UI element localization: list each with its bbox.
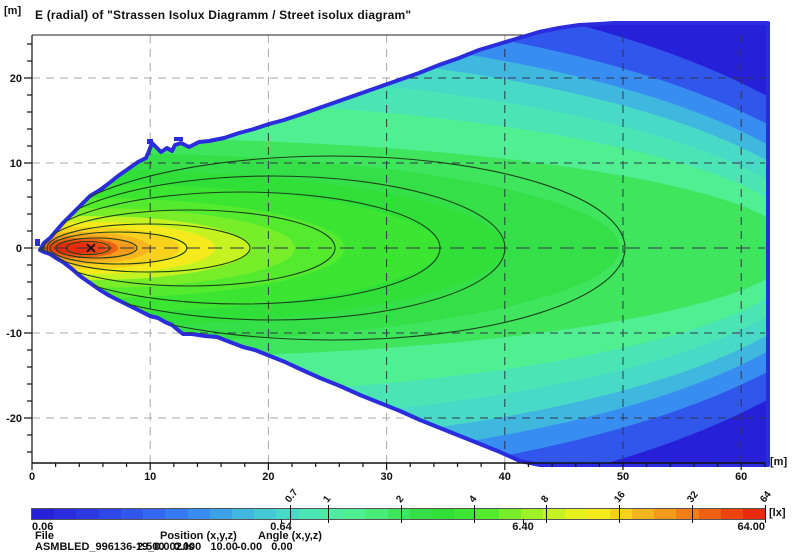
colorbar-tick (765, 505, 766, 523)
colorbar-tick (473, 505, 475, 523)
colorbar-cell (276, 509, 299, 519)
colorbar-tick (400, 505, 402, 523)
x-tick-label: 20 (262, 471, 274, 483)
colorbar-cell (143, 509, 166, 519)
colorbar-cell (431, 509, 455, 519)
y-tick-label: 0 (16, 243, 22, 255)
beam-edge (38, 21, 770, 467)
colorbar-cell (676, 509, 699, 519)
colorbar-min-label: 0.06 (32, 521, 54, 533)
colorbar-mid2-label: 6.40 (512, 521, 534, 533)
x-axis-unit-label: [m] (770, 456, 788, 468)
colorbar-tick (692, 505, 694, 523)
position-label: Position (x,y,z) (160, 530, 237, 542)
colorbar-cell (609, 509, 632, 519)
colorbar-cell (165, 509, 188, 519)
colorbar-cell (654, 509, 677, 519)
colorbar-cell (209, 509, 232, 519)
isolux-contour-innermost (65, 240, 111, 256)
isolux-contour-2lx (41, 191, 441, 305)
axis-labels: 0 10 20 30 40 50 60 20 10 0 -10 -20 (6, 73, 747, 483)
axis-ticks (24, 43, 766, 470)
colorbar-tick (290, 505, 292, 523)
colorbar-tick (327, 505, 329, 523)
y-axis-unit-label: [m] (4, 5, 22, 17)
colorbar-cell (76, 509, 99, 519)
x-tick-label: 10 (144, 471, 156, 483)
colorbar-subtick (280, 519, 282, 524)
y-tick-label: 10 (10, 158, 22, 170)
colorbar-cell (387, 509, 410, 519)
colorbar-cell (454, 509, 477, 519)
page-title: E (radial) of "Strassen Isolux Diagramm … (35, 8, 412, 22)
colorbar-cell (298, 509, 321, 519)
band-red-core (53, 242, 95, 254)
colorbar-cell (743, 509, 766, 519)
colorbar-cell (54, 509, 77, 519)
colorbar-cell (320, 509, 344, 519)
isolux-contour-4lx (43, 209, 336, 287)
isolux-contour-32lx (55, 237, 138, 259)
colorbar-unit-label: [lx] (769, 507, 786, 519)
colorbar-cell (543, 509, 566, 519)
colorbar-subtick (522, 519, 524, 524)
colorbar-cell (409, 509, 432, 519)
colorbar-cell (32, 509, 55, 519)
colorbar-mid1-label: 0.64 (270, 521, 292, 533)
isolux-contour-0.7lx (40, 155, 626, 341)
colorbar-max-label: 64.00 (737, 521, 765, 533)
position-value: 2.500 0.000 10.00 (137, 541, 238, 553)
colorbar-cell (587, 509, 610, 519)
colorbar-cell (343, 509, 366, 519)
file-label: File (35, 530, 54, 542)
angle-value: -0.00 0.00 (237, 541, 293, 553)
colorbar-cell (365, 509, 388, 519)
edge-speck (174, 137, 183, 141)
x-tick-label: 0 (29, 471, 35, 483)
isolux-color-bands (40, 23, 768, 465)
file-value: ASMBLED_996136-19_0.002.ls (35, 541, 194, 553)
x-tick-label: 30 (380, 471, 392, 483)
colorbar-cell (631, 509, 655, 519)
colorbar-cell (231, 509, 255, 519)
colorbar-cell (498, 509, 521, 519)
y-tick-label: -10 (6, 328, 22, 340)
colorbar-cell (565, 509, 588, 519)
x-tick-label: 60 (735, 471, 747, 483)
isolux-contour-16lx (49, 231, 188, 265)
isolux-contour-8lx (46, 223, 251, 273)
colorbar-cell (698, 509, 721, 519)
colorbar-cell (254, 509, 277, 519)
y-tick-label: 20 (10, 73, 22, 85)
angle-label: Angle (x,y,z) (258, 530, 322, 542)
colorbar-tick (546, 505, 548, 523)
edge-speck (35, 239, 40, 246)
colorbar-tick (619, 505, 621, 523)
edge-speck (147, 139, 153, 144)
colorbar (31, 508, 766, 520)
light-source-marker (86, 243, 96, 253)
colorbar-cell (476, 509, 499, 519)
colorbar-cell (98, 509, 121, 519)
x-tick-label: 50 (617, 471, 629, 483)
x-tick-label: 40 (499, 471, 511, 483)
colorbar-cell (187, 509, 210, 519)
colorbar-cell (520, 509, 544, 519)
colorbar-cell (120, 509, 144, 519)
colorbar-cell (720, 509, 743, 519)
y-tick-label: -20 (6, 413, 22, 425)
